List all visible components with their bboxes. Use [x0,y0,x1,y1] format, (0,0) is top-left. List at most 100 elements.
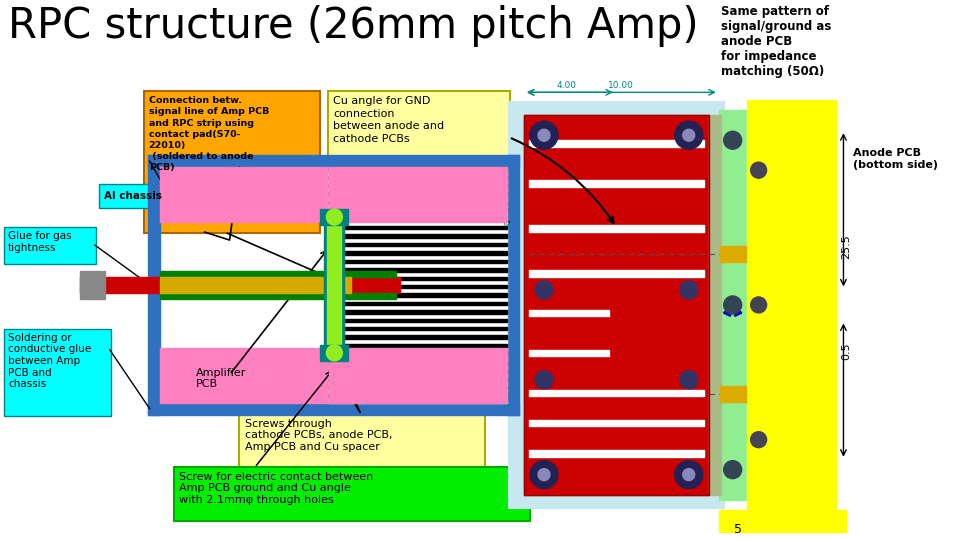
FancyBboxPatch shape [239,414,485,468]
Text: Connection betw.
signal line of Amp PCB
and RPC strip using
contact pad(S70-
220: Connection betw. signal line of Amp PCB … [149,96,269,172]
Bar [719,110,747,500]
Circle shape [724,131,742,149]
Bar [159,277,350,293]
Bar [329,285,507,288]
Bar [159,271,396,277]
Text: Anode PCB
(bottom side): Anode PCB (bottom side) [853,148,939,170]
Bar [321,345,348,361]
Circle shape [675,461,703,489]
Bar [329,319,507,322]
Text: Soldering or
conductive glue
between Amp
PCB and
chassis: Soldering or conductive glue between Amp… [8,333,91,389]
Bar [329,192,507,196]
Circle shape [530,461,558,489]
Bar [507,155,519,415]
Bar [329,344,507,347]
Bar [329,260,507,263]
Bar [329,268,507,272]
Text: Cu angle for GND
connection
between anode and
cathode PCBs: Cu angle for GND connection between anod… [333,96,444,144]
Bar [327,222,342,348]
Bar [329,276,507,280]
FancyBboxPatch shape [99,184,171,208]
Text: Screw for electric contact between
Amp PCB ground and Cu angle
with 2.1mmφ throu: Screw for electric contact between Amp P… [179,471,372,505]
Bar [529,350,609,356]
Circle shape [683,469,695,481]
Bar [329,226,507,230]
Bar [720,387,746,402]
Bar [529,450,704,457]
Text: 10.00: 10.00 [608,82,634,90]
Bar [529,270,704,277]
Text: Amplifier
PCB: Amplifier PCB [196,368,246,389]
Bar [524,115,708,495]
FancyBboxPatch shape [4,227,96,264]
Circle shape [326,345,343,361]
Bar [720,246,746,262]
Text: ø 3.10X4: ø 3.10X4 [503,191,512,225]
Circle shape [326,209,343,225]
Text: 4.00: 4.00 [557,82,577,90]
Bar [148,155,159,415]
Text: 5: 5 [733,523,742,536]
Bar [529,310,609,316]
Circle shape [680,281,698,299]
Circle shape [751,162,767,178]
Bar [529,140,704,147]
Circle shape [751,431,767,448]
Bar [159,167,329,222]
Bar [719,510,847,531]
Bar [159,167,507,403]
Text: RPC structure (26mm pitch Amp): RPC structure (26mm pitch Amp) [8,5,699,48]
Bar [329,176,507,179]
Bar [329,386,507,389]
Bar [329,167,507,222]
Circle shape [680,371,698,389]
Circle shape [751,297,767,313]
Circle shape [530,122,558,149]
Bar [708,115,721,495]
Bar [329,327,507,330]
Bar [321,209,348,225]
Text: Al chassis: Al chassis [104,191,162,201]
Bar [529,420,704,426]
Circle shape [724,296,742,314]
Bar [148,403,519,415]
Bar [329,234,507,238]
Text: 0.5: 0.5 [842,343,852,361]
Bar [329,243,507,246]
Circle shape [538,469,550,481]
Bar [148,155,519,167]
Bar [329,352,507,356]
Bar [329,201,507,204]
Bar [529,225,704,232]
Circle shape [535,371,553,389]
Bar [529,180,704,187]
Bar [159,293,396,299]
FancyBboxPatch shape [174,467,530,521]
Circle shape [683,129,695,141]
Bar [329,167,507,171]
Text: 25.5: 25.5 [842,234,852,259]
Bar [329,310,507,314]
Bar [324,217,345,353]
Text: Glue for gas
tightness: Glue for gas tightness [8,231,72,253]
Bar [747,100,836,510]
FancyBboxPatch shape [4,329,110,416]
Circle shape [675,122,703,149]
Bar [329,251,507,255]
Bar [329,348,507,403]
Bar [329,377,507,381]
Bar [329,394,507,397]
Bar [80,271,105,299]
FancyBboxPatch shape [144,91,321,233]
Bar [80,277,400,293]
Bar [524,115,708,495]
Bar [329,218,507,221]
Bar [509,102,724,508]
Circle shape [724,461,742,478]
Bar [329,293,507,297]
Bar [529,390,704,396]
Bar [329,210,507,213]
Circle shape [538,129,550,141]
Bar [159,348,329,403]
FancyBboxPatch shape [328,91,510,183]
